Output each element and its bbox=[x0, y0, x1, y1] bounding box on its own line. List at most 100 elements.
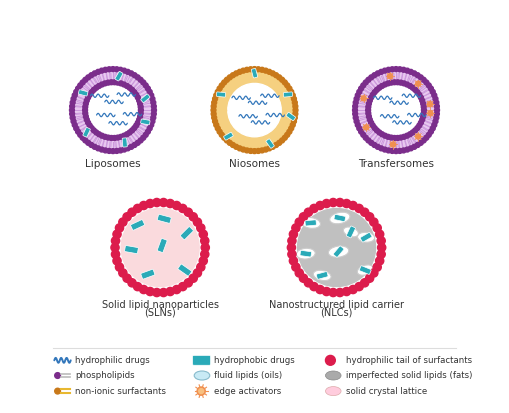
Circle shape bbox=[234, 71, 239, 76]
Circle shape bbox=[118, 67, 123, 72]
Circle shape bbox=[292, 100, 297, 105]
Circle shape bbox=[87, 93, 92, 97]
Circle shape bbox=[418, 140, 423, 145]
Circle shape bbox=[432, 123, 437, 127]
Circle shape bbox=[349, 202, 357, 210]
FancyBboxPatch shape bbox=[347, 226, 355, 238]
Circle shape bbox=[433, 119, 438, 124]
FancyBboxPatch shape bbox=[192, 356, 211, 365]
Circle shape bbox=[369, 140, 374, 145]
Circle shape bbox=[201, 237, 209, 245]
Circle shape bbox=[222, 135, 227, 140]
Circle shape bbox=[241, 68, 246, 73]
Circle shape bbox=[361, 132, 366, 137]
Circle shape bbox=[415, 73, 420, 78]
Circle shape bbox=[137, 114, 143, 119]
Circle shape bbox=[86, 140, 91, 145]
Circle shape bbox=[78, 83, 82, 88]
Text: phospholipids: phospholipids bbox=[75, 371, 134, 380]
Circle shape bbox=[429, 86, 433, 91]
Circle shape bbox=[360, 279, 369, 287]
Circle shape bbox=[256, 149, 261, 153]
Circle shape bbox=[389, 135, 393, 140]
Circle shape bbox=[115, 67, 119, 72]
Circle shape bbox=[389, 80, 393, 85]
Circle shape bbox=[103, 67, 108, 72]
Circle shape bbox=[55, 388, 61, 394]
Circle shape bbox=[138, 108, 144, 113]
Circle shape bbox=[211, 112, 216, 116]
Circle shape bbox=[83, 77, 88, 82]
Circle shape bbox=[256, 67, 261, 72]
Text: (NLCs): (NLCs) bbox=[320, 307, 353, 318]
Circle shape bbox=[128, 279, 136, 287]
Circle shape bbox=[86, 95, 91, 100]
Circle shape bbox=[385, 134, 390, 139]
Circle shape bbox=[96, 69, 101, 74]
Circle shape bbox=[376, 230, 384, 238]
Circle shape bbox=[133, 282, 142, 291]
Circle shape bbox=[96, 146, 101, 151]
Circle shape bbox=[393, 149, 399, 154]
Circle shape bbox=[86, 75, 91, 80]
Circle shape bbox=[292, 115, 297, 120]
Circle shape bbox=[364, 125, 369, 130]
Circle shape bbox=[354, 119, 359, 124]
Circle shape bbox=[135, 140, 140, 145]
Circle shape bbox=[130, 87, 134, 92]
Circle shape bbox=[237, 146, 242, 151]
Circle shape bbox=[71, 119, 76, 124]
Circle shape bbox=[378, 243, 386, 252]
FancyBboxPatch shape bbox=[157, 214, 171, 223]
Circle shape bbox=[370, 269, 378, 277]
Circle shape bbox=[141, 80, 146, 85]
Circle shape bbox=[99, 147, 104, 152]
Circle shape bbox=[387, 74, 392, 78]
Circle shape bbox=[383, 82, 387, 87]
Circle shape bbox=[415, 90, 420, 95]
Circle shape bbox=[392, 80, 397, 85]
Circle shape bbox=[377, 85, 382, 90]
Circle shape bbox=[355, 282, 363, 291]
Circle shape bbox=[299, 213, 307, 221]
Circle shape bbox=[298, 209, 376, 287]
Circle shape bbox=[428, 111, 433, 116]
Circle shape bbox=[214, 93, 219, 98]
Ellipse shape bbox=[357, 265, 373, 275]
Circle shape bbox=[224, 138, 230, 143]
Circle shape bbox=[336, 198, 344, 206]
FancyBboxPatch shape bbox=[131, 220, 145, 230]
Circle shape bbox=[70, 115, 75, 120]
Circle shape bbox=[325, 356, 335, 365]
Ellipse shape bbox=[301, 218, 321, 228]
Circle shape bbox=[353, 112, 358, 116]
Circle shape bbox=[310, 204, 318, 213]
Circle shape bbox=[212, 115, 217, 120]
Circle shape bbox=[219, 132, 224, 137]
Circle shape bbox=[212, 100, 217, 105]
Circle shape bbox=[149, 123, 154, 127]
Circle shape bbox=[125, 69, 130, 74]
Circle shape bbox=[293, 112, 298, 116]
Circle shape bbox=[139, 285, 148, 294]
Circle shape bbox=[393, 66, 399, 71]
Circle shape bbox=[361, 96, 366, 101]
Circle shape bbox=[92, 87, 96, 92]
Circle shape bbox=[287, 129, 292, 134]
Ellipse shape bbox=[213, 69, 296, 151]
Circle shape bbox=[135, 120, 140, 125]
Circle shape bbox=[292, 224, 300, 232]
Circle shape bbox=[151, 104, 156, 109]
Circle shape bbox=[122, 68, 127, 73]
Circle shape bbox=[244, 67, 249, 72]
Circle shape bbox=[408, 83, 412, 88]
Circle shape bbox=[150, 96, 155, 101]
FancyBboxPatch shape bbox=[360, 233, 372, 242]
Circle shape bbox=[370, 218, 378, 226]
Circle shape bbox=[72, 93, 77, 98]
FancyBboxPatch shape bbox=[140, 119, 150, 125]
Circle shape bbox=[375, 128, 379, 133]
Circle shape bbox=[135, 95, 140, 100]
Circle shape bbox=[153, 198, 161, 206]
Circle shape bbox=[415, 142, 420, 147]
